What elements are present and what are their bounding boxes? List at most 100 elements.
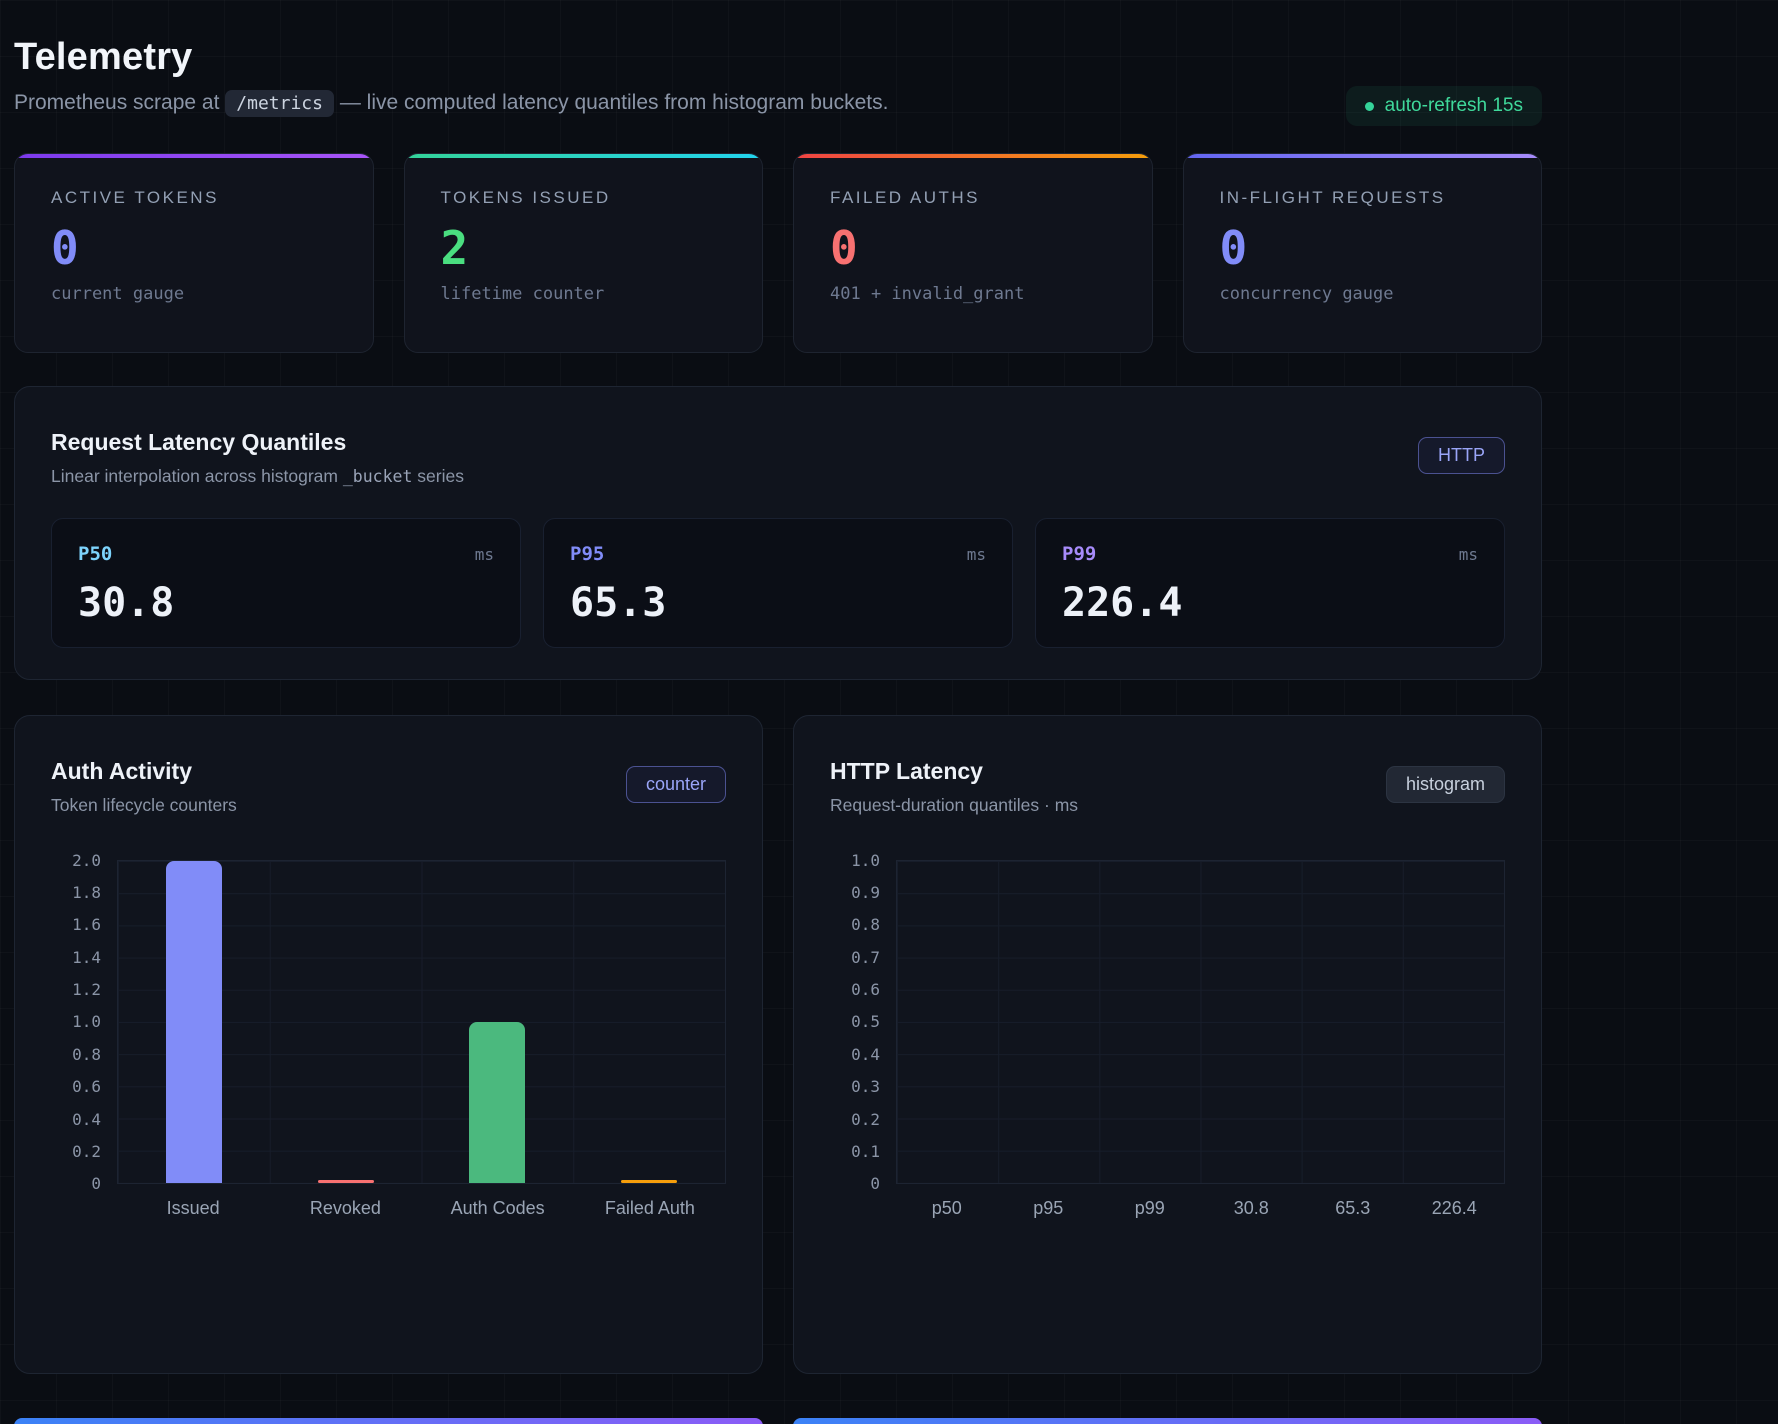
stat-card-failed-auths: FAILED AUTHS 0 401 + invalid_grant [793,153,1153,353]
http-badge: HTTP [1418,437,1505,474]
latency-subtitle-prefix: Linear interpolation across histogram [51,466,338,486]
auto-refresh-badge: auto-refresh 15s [1346,86,1542,126]
x-axis-label: 65.3 [1302,1198,1404,1219]
bar-column [1099,861,1200,1183]
quantile-cards-row: P50 ms 30.8 P95 ms 65.3 P99 ms 226.4 [51,518,1505,648]
next-row-accents [14,1418,1542,1424]
bar-column [1201,861,1302,1183]
bar-column [897,861,998,1183]
stat-label: FAILED AUTHS [830,188,1116,208]
x-axis: IssuedRevokedAuth CodesFailed Auth [117,1198,726,1219]
telemetry-page: Telemetry Prometheus scrape at /metrics … [14,0,1542,1374]
stat-sub: concurrency gauge [1220,284,1506,304]
page-title: Telemetry [14,36,1542,79]
plot-area [117,860,726,1184]
bars-layer [118,861,725,1183]
stat-value: 0 [51,222,337,274]
card-accent-bar [15,154,373,158]
quantile-card-p95: P95 ms 65.3 [543,518,1013,648]
stat-label: IN-FLIGHT REQUESTS [1220,188,1506,208]
charts-row: Auth Activity Token lifecycle counters c… [14,715,1542,1374]
next-panel-accent-bar [793,1418,1542,1424]
auth-activity-panel: Auth Activity Token lifecycle counters c… [14,715,763,1374]
x-axis: p50p95p9930.865.3226.4 [896,1198,1505,1219]
bar-auth-codes [469,1022,525,1183]
panel-title: HTTP Latency [830,756,1078,786]
quantile-label: P95 [570,543,604,565]
card-accent-bar [405,154,763,158]
quantile-label: P99 [1062,543,1096,565]
counter-badge: counter [626,766,726,803]
x-axis-label: 226.4 [1404,1198,1506,1219]
quantile-unit: ms [475,545,494,564]
bar-issued [166,861,222,1183]
stat-card-active-tokens: ACTIVE TOKENS 0 current gauge [14,153,374,353]
page-header: Telemetry Prometheus scrape at /metrics … [14,36,1542,115]
panel-subtitle: Token lifecycle counters [51,794,237,816]
bar-column [1302,861,1403,1183]
stat-sub: lifetime counter [441,284,727,304]
bar-revoked [318,1180,374,1183]
stat-label: ACTIVE TOKENS [51,188,337,208]
subtitle-prefix: Prometheus scrape at [14,91,219,114]
x-axis-label: Revoked [269,1198,421,1219]
x-axis-label: Failed Auth [574,1198,726,1219]
quantile-label: P50 [78,543,112,565]
x-axis-label: Issued [117,1198,269,1219]
panel-title: Request Latency Quantiles [51,427,464,457]
http-latency-chart: 1.00.90.80.70.60.50.40.30.20.10 p50p95p9… [830,860,1505,1219]
panel-head: Request Latency Quantiles Linear interpo… [51,427,1505,488]
bar-column [270,861,422,1183]
status-dot-icon [1365,102,1374,111]
bar-column [118,861,270,1183]
card-accent-bar [794,154,1152,158]
x-axis-label: p99 [1099,1198,1201,1219]
panel-subtitle: Linear interpolation across histogram _b… [51,465,464,488]
subtitle-suffix: — live computed latency quantiles from h… [340,91,889,114]
quantile-unit: ms [1459,545,1478,564]
next-panel-accent-bar [14,1418,763,1424]
bucket-series-token: _bucket [343,467,413,486]
quantile-value: 226.4 [1062,580,1478,626]
quantile-card-p99: P99 ms 226.4 [1035,518,1505,648]
quantile-card-p50: P50 ms 30.8 [51,518,521,648]
stat-sub: 401 + invalid_grant [830,284,1116,304]
auto-refresh-label: auto-refresh 15s [1385,95,1523,117]
quantile-unit: ms [967,545,986,564]
bar-column [422,861,574,1183]
latency-quantiles-panel: Request Latency Quantiles Linear interpo… [14,386,1542,680]
x-axis-label: 30.8 [1201,1198,1303,1219]
stat-card-tokens-issued: TOKENS ISSUED 2 lifetime counter [404,153,764,353]
page-subtitle: Prometheus scrape at /metrics — live com… [14,91,1542,115]
x-axis-label: p50 [896,1198,998,1219]
stat-value: 0 [830,222,1116,274]
y-axis: 2.01.81.61.41.21.00.80.60.40.20 [51,860,117,1184]
bars-layer [897,861,1504,1183]
bar-column [1403,861,1504,1183]
x-axis-label: p95 [998,1198,1100,1219]
auth-activity-chart: 2.01.81.61.41.21.00.80.60.40.20 IssuedRe… [51,860,726,1219]
stat-sub: current gauge [51,284,337,304]
stat-value: 0 [1220,222,1506,274]
metrics-path-chip: /metrics [225,90,334,117]
card-accent-bar [1184,154,1542,158]
quantile-value: 30.8 [78,580,494,626]
quantile-value: 65.3 [570,580,986,626]
bar-failed-auth [621,1180,677,1183]
http-latency-panel: HTTP Latency Request-duration quantiles … [793,715,1542,1374]
histogram-badge: histogram [1386,766,1505,803]
bar-column [573,861,725,1183]
panel-head: Auth Activity Token lifecycle counters c… [51,756,726,816]
x-axis-label: Auth Codes [422,1198,574,1219]
plot-area [896,860,1505,1184]
panel-head: HTTP Latency Request-duration quantiles … [830,756,1505,816]
stat-label: TOKENS ISSUED [441,188,727,208]
plot-wrap: p50p95p9930.865.3226.4 [896,860,1505,1219]
stat-value: 2 [441,222,727,274]
panel-title: Auth Activity [51,756,237,786]
stat-cards-row: ACTIVE TOKENS 0 current gauge TOKENS ISS… [14,153,1542,353]
plot-wrap: IssuedRevokedAuth CodesFailed Auth [117,860,726,1219]
panel-subtitle: Request-duration quantiles · ms [830,794,1078,816]
stat-card-inflight-requests: IN-FLIGHT REQUESTS 0 concurrency gauge [1183,153,1543,353]
latency-subtitle-suffix: series [417,466,464,486]
